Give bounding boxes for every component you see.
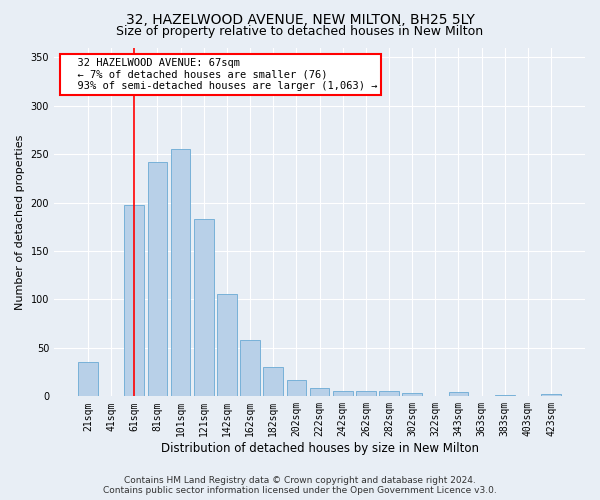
Bar	[171, 149, 190, 396]
Bar	[541, 394, 561, 396]
Bar	[124, 206, 144, 396]
Text: 32 HAZELWOOD AVENUE: 67sqm
  ← 7% of detached houses are smaller (76)
  93% of s: 32 HAZELWOOD AVENUE: 67sqm ← 7% of detac…	[65, 58, 377, 91]
Text: Size of property relative to detached houses in New Milton: Size of property relative to detached ho…	[116, 25, 484, 38]
Y-axis label: Number of detached properties: Number of detached properties	[15, 134, 25, 310]
Bar	[379, 392, 399, 396]
Bar	[148, 162, 167, 396]
Text: Contains public sector information licensed under the Open Government Licence v3: Contains public sector information licen…	[103, 486, 497, 495]
X-axis label: Distribution of detached houses by size in New Milton: Distribution of detached houses by size …	[161, 442, 479, 455]
Bar	[333, 392, 353, 396]
Text: 32, HAZELWOOD AVENUE, NEW MILTON, BH25 5LY: 32, HAZELWOOD AVENUE, NEW MILTON, BH25 5…	[125, 12, 475, 26]
Bar	[263, 368, 283, 396]
Bar	[78, 362, 98, 396]
Bar	[310, 388, 329, 396]
Bar	[402, 394, 422, 396]
Bar	[194, 219, 214, 396]
Bar	[217, 294, 237, 397]
Bar	[356, 390, 376, 396]
Text: Contains HM Land Registry data © Crown copyright and database right 2024.: Contains HM Land Registry data © Crown c…	[124, 476, 476, 485]
Bar	[287, 380, 306, 396]
Bar	[449, 392, 468, 396]
Bar	[240, 340, 260, 396]
